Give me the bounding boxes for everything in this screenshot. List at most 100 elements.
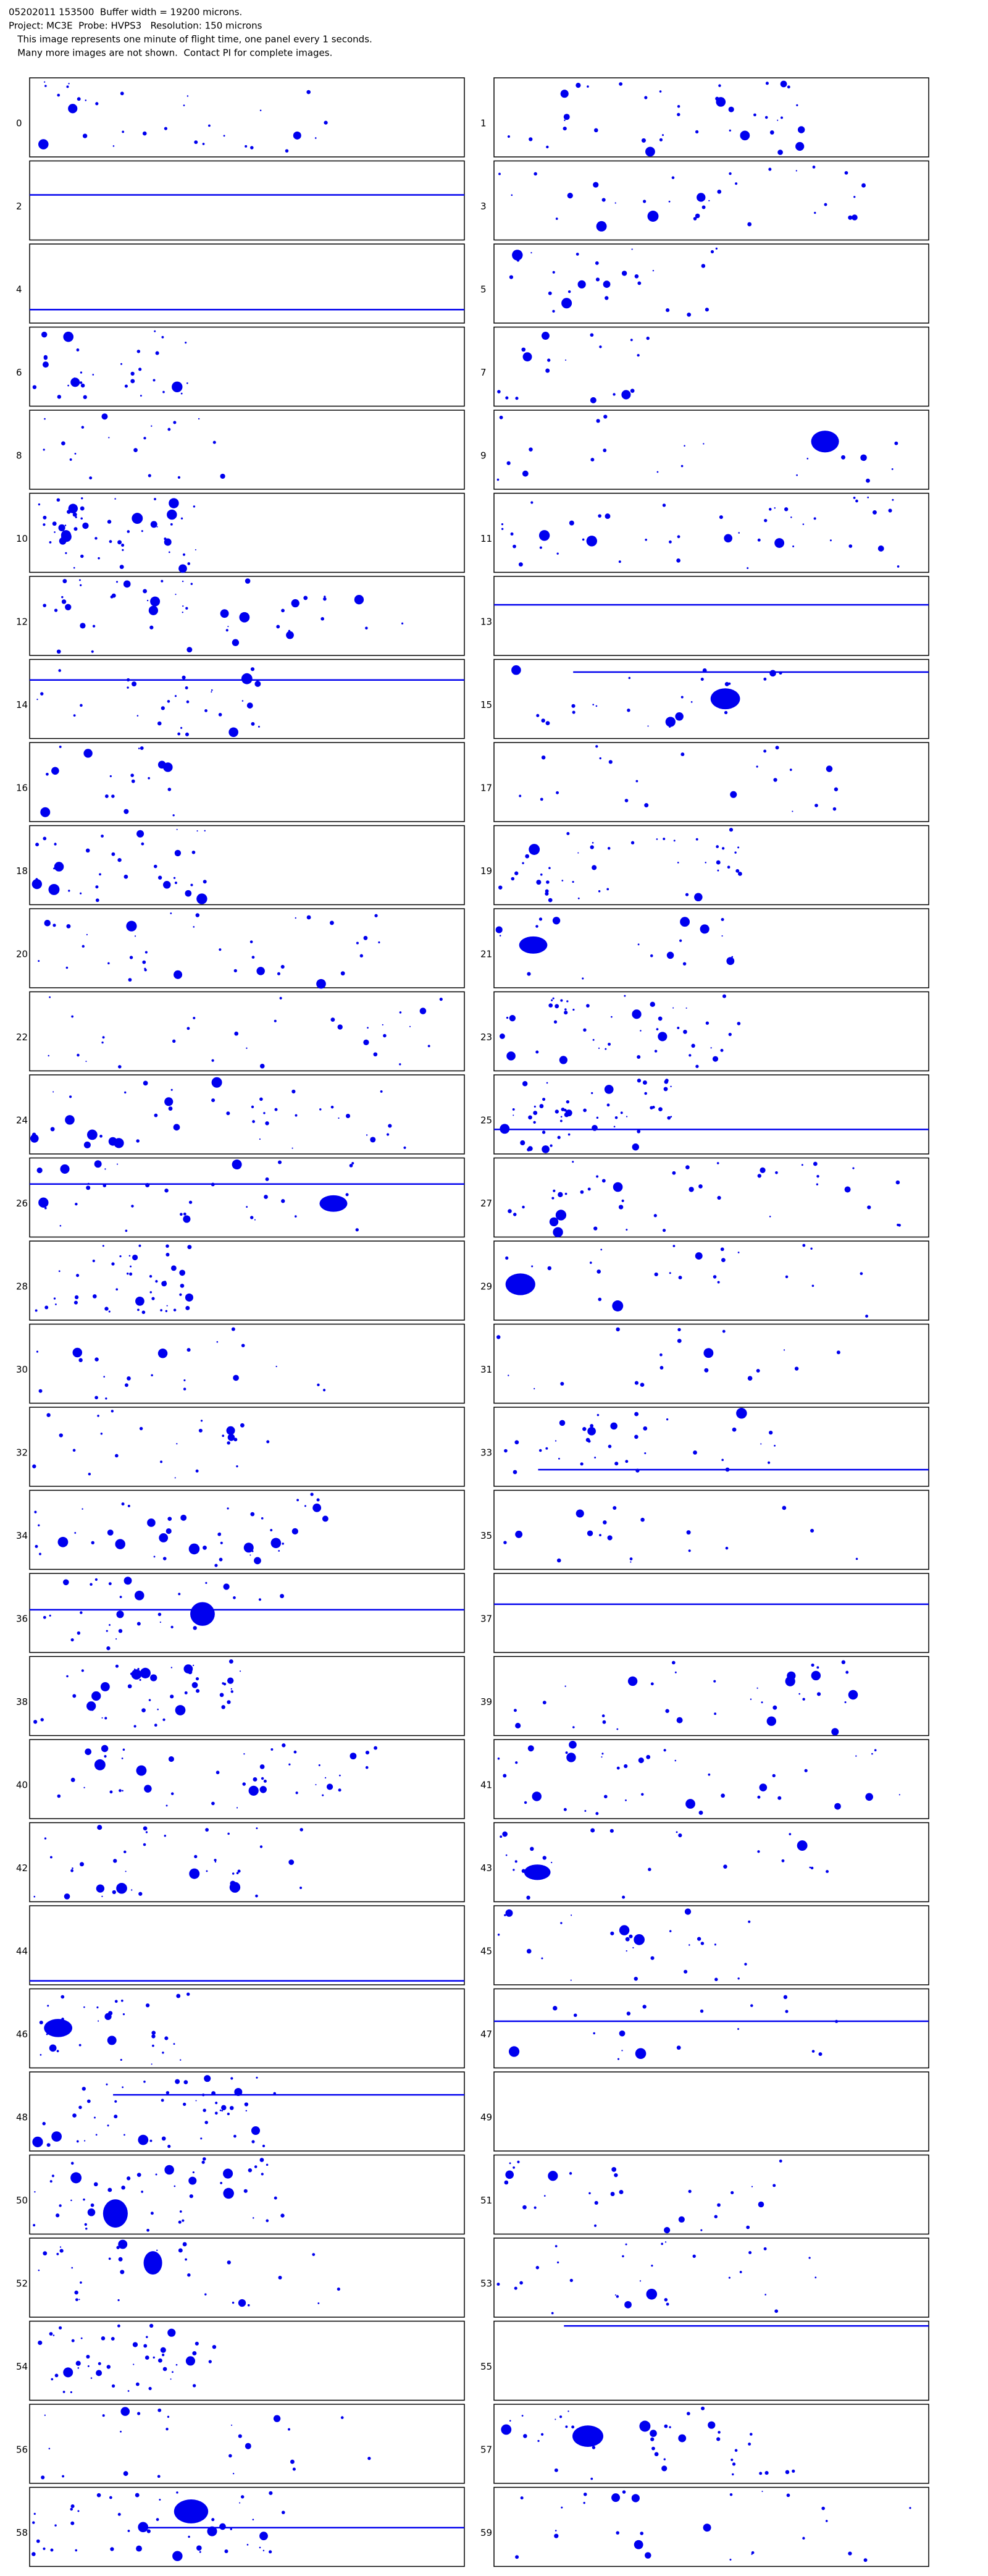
particle — [180, 726, 183, 729]
large-particle — [143, 2251, 162, 2275]
particle — [54, 842, 56, 844]
particle — [107, 2187, 112, 2192]
particle — [610, 1931, 614, 1935]
particle — [866, 478, 870, 483]
particle — [522, 352, 532, 362]
particle — [564, 119, 566, 121]
particle — [700, 924, 710, 934]
particle — [639, 2280, 642, 2282]
particle — [80, 704, 83, 707]
particle — [44, 920, 51, 927]
particle — [316, 979, 326, 989]
particle — [215, 2102, 218, 2105]
particle — [85, 1748, 92, 1756]
particle — [795, 170, 797, 172]
particle — [204, 709, 207, 712]
particle — [77, 2367, 80, 2369]
particle — [645, 146, 655, 157]
particle — [198, 1428, 203, 1433]
particle — [48, 2448, 51, 2450]
particle — [90, 2203, 94, 2207]
particle — [256, 680, 259, 683]
particle — [797, 126, 805, 133]
particle — [106, 1646, 111, 1651]
particle — [70, 1869, 73, 1872]
particle — [82, 133, 88, 138]
panel: 33 — [480, 1407, 929, 1487]
particle — [540, 873, 543, 876]
particle — [676, 558, 680, 563]
particle — [50, 2548, 54, 2552]
particle — [54, 608, 58, 612]
particle — [241, 2495, 245, 2499]
particle — [114, 498, 116, 500]
particle — [593, 182, 599, 188]
particle — [114, 2100, 117, 2103]
particle — [496, 478, 500, 481]
particle — [555, 2530, 557, 2532]
particle — [627, 709, 630, 712]
particle — [646, 336, 650, 340]
particle — [250, 146, 254, 149]
particle — [126, 1272, 129, 1275]
large-particle — [572, 2425, 604, 2447]
particle — [508, 1209, 512, 1213]
particle — [124, 809, 129, 814]
particle — [737, 1022, 741, 1025]
particle — [338, 1117, 340, 1119]
particle — [563, 126, 567, 131]
panel: 3 — [480, 160, 929, 241]
panel-frame — [29, 1573, 465, 1653]
particle — [559, 1420, 566, 1426]
particle — [789, 1833, 792, 1835]
particle — [218, 1532, 221, 1535]
particle — [764, 116, 768, 119]
particle — [270, 1748, 274, 1751]
particle — [634, 1934, 645, 1945]
particle — [500, 1835, 503, 1838]
particle — [703, 2523, 711, 2532]
particle — [684, 1969, 688, 1974]
particle — [611, 1016, 613, 1018]
panel: 51 — [480, 2154, 929, 2235]
particle — [70, 2161, 74, 2165]
particle — [43, 356, 48, 360]
particle — [127, 1376, 131, 1381]
particle — [512, 1108, 515, 1111]
particle — [613, 393, 616, 396]
particle — [763, 749, 767, 753]
particle — [192, 2384, 196, 2388]
streak — [144, 2527, 465, 2528]
particle — [548, 898, 553, 903]
particle — [566, 831, 570, 835]
particle — [624, 995, 626, 997]
particle — [219, 2109, 222, 2111]
particle — [650, 1001, 655, 1008]
particle — [515, 1530, 523, 1538]
particle — [170, 1265, 177, 1271]
particle — [559, 2415, 563, 2418]
particle — [57, 395, 62, 399]
particle — [718, 2431, 721, 2434]
particle — [250, 1512, 255, 1517]
particle — [78, 2105, 82, 2110]
particle — [640, 2532, 644, 2535]
particle — [127, 1504, 130, 1507]
particle — [565, 2425, 568, 2428]
particle — [569, 520, 574, 526]
particle — [626, 1950, 627, 1952]
particle — [583, 1108, 587, 1113]
particle — [63, 331, 74, 342]
particle — [186, 95, 189, 97]
particle — [77, 1631, 81, 1635]
panel-frame — [493, 2071, 929, 2152]
particle — [32, 1464, 36, 1468]
particle — [548, 867, 551, 869]
particle — [269, 2491, 273, 2495]
particle — [777, 119, 779, 121]
particle — [62, 2475, 65, 2478]
particle — [774, 2309, 779, 2313]
particle — [728, 1032, 732, 1037]
particle — [768, 167, 772, 171]
particle — [661, 134, 664, 137]
